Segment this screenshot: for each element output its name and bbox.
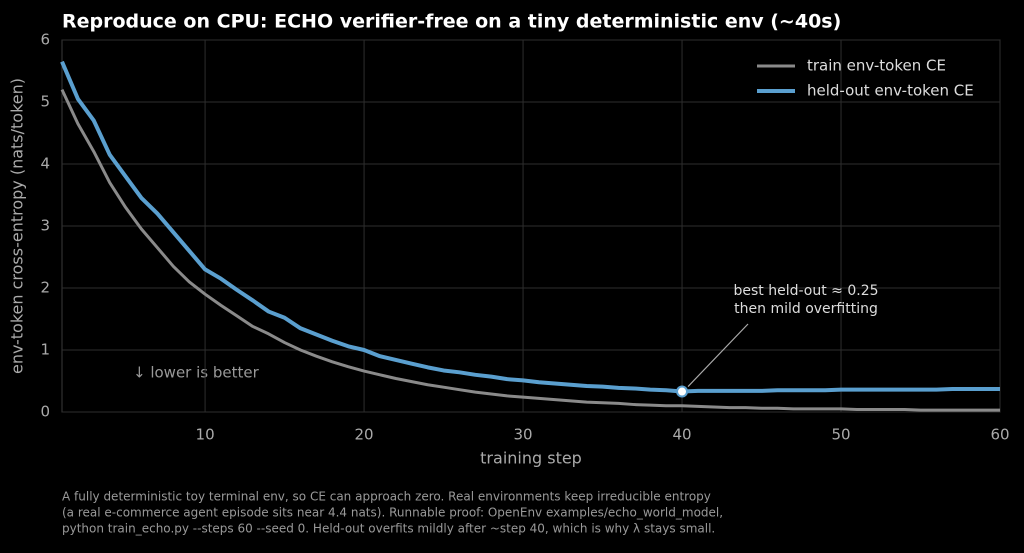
x-tick-label: 60 [990, 426, 1009, 444]
y-tick-label: 6 [40, 31, 50, 49]
x-tick-label: 10 [196, 426, 215, 444]
data-line [60, 88, 1000, 412]
x-tick-label: 30 [514, 426, 533, 444]
x-tick-label: 40 [672, 426, 691, 444]
x-tick-label: 20 [355, 426, 374, 444]
y-tick-label: 3 [40, 217, 50, 235]
y-tick-label: 2 [40, 279, 50, 297]
y-tick-label: 4 [40, 155, 50, 173]
chart-title: Reproduce on CPU: ECHO verifier-free on … [62, 11, 841, 33]
annotation: then mild overfitting [734, 301, 878, 317]
legend-label: held-out env-token CE [807, 82, 974, 100]
data-line [60, 60, 1000, 394]
footnote: python train_echo.py --steps 60 --seed 0… [62, 522, 715, 536]
annotation-arrow [687, 323, 749, 387]
best-point [676, 385, 689, 398]
footnote: A fully deterministic toy terminal env, … [62, 490, 711, 504]
y-tick-label: 0 [40, 403, 50, 421]
footnote: (a real e-commerce agent episode sits ne… [62, 506, 723, 520]
y-tick-label: 5 [40, 93, 50, 111]
y-tick-label: 1 [40, 341, 50, 359]
y-axis-label: env-token cross-entropy (nats/token) [8, 78, 27, 374]
x-axis-label: training step [480, 449, 582, 468]
legend-label: train env-token CE [807, 57, 946, 75]
annotation: best held-out ≈ 0.25 [733, 283, 878, 299]
note: ↓ lower is better [133, 364, 260, 382]
x-tick-label: 50 [831, 426, 850, 444]
